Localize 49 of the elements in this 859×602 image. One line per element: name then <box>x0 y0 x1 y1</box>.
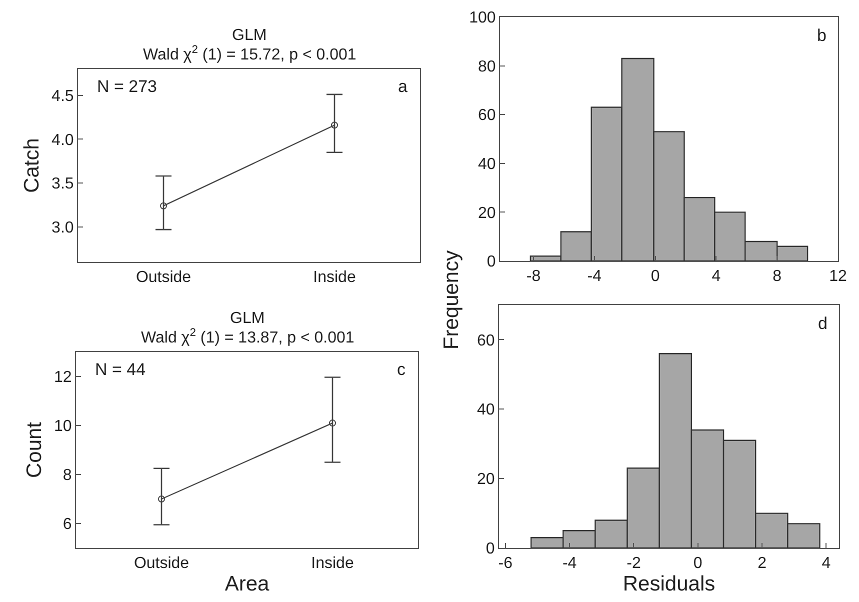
y-tick-label: 20 <box>477 471 495 488</box>
y-tick-label: 0 <box>486 540 495 558</box>
y-tick-label: 100 <box>469 10 496 27</box>
y-tick-label: 4.0 <box>52 132 74 149</box>
y-tick-label: 10 <box>54 418 72 436</box>
annotation: N = 44 <box>95 360 146 379</box>
y-tick-label: 12 <box>54 369 72 386</box>
y-tick-label: 3.0 <box>52 220 74 237</box>
annotation: c <box>397 360 406 379</box>
annotation: N = 273 <box>97 77 158 96</box>
y-tick-label: 8 <box>62 467 72 484</box>
annotation: b <box>817 26 826 45</box>
y-axis-title: Count <box>23 422 46 478</box>
chart-title: GLM <box>230 310 265 327</box>
x-tick-label: 12 <box>829 268 847 286</box>
y-tick-label: 40 <box>477 402 495 419</box>
chart-subtitle: Wald χ$^{2}$ (1) = 13.87, p < 0.001 <box>141 327 354 347</box>
y-axis-title: Catch <box>20 138 44 193</box>
y-tick-label: 3.5 <box>52 176 74 193</box>
y-tick-label: 0 <box>486 254 496 271</box>
chart-subtitle: Wald χ$^{2}$ (1) = 15.72, p < 0.001 <box>143 44 356 64</box>
y-tick-label: 60 <box>478 107 496 124</box>
y-tick-label: 40 <box>478 156 496 173</box>
y-axis-title: Frequency <box>440 250 464 350</box>
x-axis-title: Area <box>224 572 270 596</box>
x-tick-label: Inside <box>311 555 354 572</box>
x-tick-label: -8 <box>526 268 541 286</box>
y-tick-label: 4.5 <box>52 88 74 105</box>
x-axis-title: Residuals <box>622 572 716 596</box>
x-tick-label: -6 <box>498 555 513 572</box>
y-tick-label: 60 <box>477 332 495 350</box>
x-tick-label: 2 <box>758 555 767 572</box>
x-tick-label: 4 <box>822 555 831 572</box>
x-tick-label: 0 <box>650 268 660 286</box>
x-tick-label: -4 <box>562 555 577 572</box>
x-tick-label: Outside <box>134 555 190 572</box>
y-tick-label: 20 <box>478 204 496 222</box>
y-tick-label: 6 <box>62 516 72 534</box>
x-tick-label: 0 <box>693 555 702 572</box>
x-tick-label: -2 <box>626 555 641 572</box>
y-tick-label: 80 <box>478 58 496 76</box>
x-tick-label: Outside <box>136 269 192 286</box>
chart-title: GLM <box>232 27 267 44</box>
x-tick-label: 4 <box>712 268 721 286</box>
x-tick-label: Inside <box>313 269 356 286</box>
x-tick-label: -4 <box>587 268 602 286</box>
annotation: a <box>398 77 408 96</box>
x-tick-label: 8 <box>772 268 782 286</box>
annotation: d <box>818 314 828 333</box>
